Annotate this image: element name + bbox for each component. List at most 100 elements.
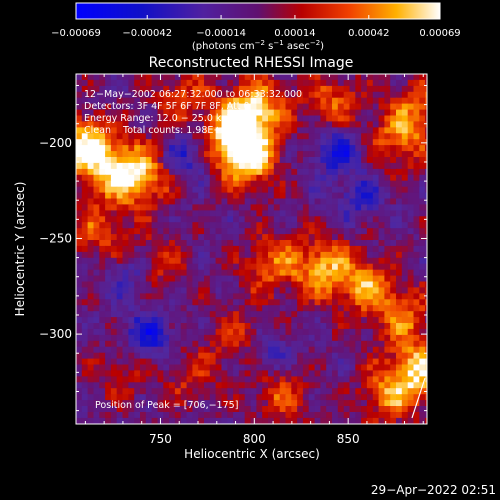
heatmap-cell [302, 85, 310, 93]
heatmap-cell [145, 133, 153, 140]
heatmap-cell [425, 91, 427, 99]
heatmap-cell [227, 74, 234, 81]
heatmap-cell [128, 352, 135, 360]
heatmap-cell [192, 412, 199, 419]
heatmap-cell [87, 79, 94, 87]
heatmap-cell [204, 180, 211, 188]
heatmap-cell [122, 358, 129, 366]
heatmap-cell [355, 257, 362, 265]
heatmap-cell [349, 121, 356, 128]
heatmap-cell [215, 263, 222, 271]
heatmap-cell [431, 317, 437, 324]
heatmap-cell [268, 157, 275, 164]
heatmap-cell [145, 85, 153, 93]
heatmap-cell [238, 228, 246, 235]
heatmap-cell [390, 263, 397, 271]
heatmap-cell [431, 163, 437, 170]
heatmap-cell [134, 394, 141, 401]
heatmap-cell [314, 388, 321, 395]
heatmap-cell [372, 245, 380, 253]
heatmap-cell [419, 281, 426, 288]
heatmap-cell [122, 210, 129, 217]
heatmap-cell [273, 328, 281, 336]
heatmap-cell [401, 412, 409, 419]
heatmap-cell [250, 287, 257, 294]
heatmap-cell [169, 370, 176, 377]
heatmap-cell [326, 168, 333, 176]
heatmap-cell [157, 382, 164, 389]
heatmap-cell [215, 400, 222, 407]
heatmap-cell [355, 133, 362, 140]
heatmap-cell [99, 275, 106, 283]
heatmap-cell [209, 346, 217, 354]
heatmap-cell [320, 97, 327, 105]
heatmap-cell [169, 85, 176, 93]
heatmap-cell [337, 121, 345, 128]
heatmap-cell [198, 334, 205, 342]
heatmap-cell [401, 97, 409, 105]
heatmap-cell [355, 382, 362, 389]
heatmap-cell [76, 91, 83, 99]
heatmap-cell [366, 382, 374, 389]
heatmap-cell [198, 406, 205, 413]
heatmap-cell [256, 186, 263, 194]
heatmap-cell [268, 275, 275, 283]
heatmap-cell [76, 430, 82, 437]
heatmap-cell [244, 245, 252, 253]
heatmap-cell [256, 299, 263, 306]
heatmap-cell [419, 222, 426, 229]
heatmap-cell [332, 275, 339, 283]
heatmap-cell [244, 364, 252, 371]
heatmap-cell [140, 382, 147, 389]
heatmap-cell [425, 376, 427, 383]
heatmap-cell [116, 382, 124, 389]
heatmap-cell [268, 139, 275, 146]
heatmap-cell [174, 364, 182, 371]
heatmap-cell [366, 174, 374, 182]
heatmap-cell [256, 364, 263, 371]
heatmap-cell [244, 352, 252, 360]
heatmap-cell [180, 382, 188, 389]
heatmap-cell [320, 328, 327, 336]
heatmap-cell [273, 423, 281, 424]
heatmap-cell [291, 103, 298, 111]
heatmap-cell [320, 269, 327, 277]
heatmap-cell [163, 263, 170, 271]
heatmap-cell [314, 376, 321, 383]
heatmap-cell [320, 299, 327, 306]
heatmap-cell [308, 192, 316, 200]
heatmap-cell [215, 370, 222, 377]
heatmap-cell [87, 180, 94, 188]
heatmap-cell [105, 352, 112, 360]
heatmap-cell [309, 430, 315, 437]
heatmap-cell [302, 328, 310, 336]
heatmap-cell [355, 346, 362, 354]
heatmap-cell [227, 275, 234, 283]
heatmap-cell [128, 186, 135, 194]
heatmap-cell [105, 127, 112, 134]
heatmap-cell [378, 388, 385, 395]
heatmap-cell [349, 400, 356, 407]
heatmap-cell [238, 281, 246, 288]
heatmap-cell [378, 400, 385, 407]
heatmap-cell [81, 394, 89, 401]
heatmap-cell [157, 323, 164, 330]
heatmap-cell [291, 263, 298, 271]
heatmap-cell [268, 192, 275, 200]
heatmap-cell [122, 323, 129, 330]
heatmap-cell [105, 245, 112, 253]
heatmap-cell [419, 287, 426, 294]
heatmap-cell [244, 162, 252, 170]
heatmap-cell [413, 228, 420, 235]
heatmap-cell [192, 406, 199, 413]
heatmap-cell [291, 299, 298, 306]
heatmap-cell [192, 97, 199, 105]
heatmap-cell [262, 222, 269, 229]
heatmap-cell [192, 228, 199, 235]
heatmap-cell [81, 370, 89, 377]
heatmap-cell [87, 216, 94, 223]
heatmap-cell [326, 406, 333, 413]
heatmap-cell [145, 145, 153, 152]
heatmap-cell [314, 145, 321, 152]
heatmap-cell [285, 382, 292, 389]
